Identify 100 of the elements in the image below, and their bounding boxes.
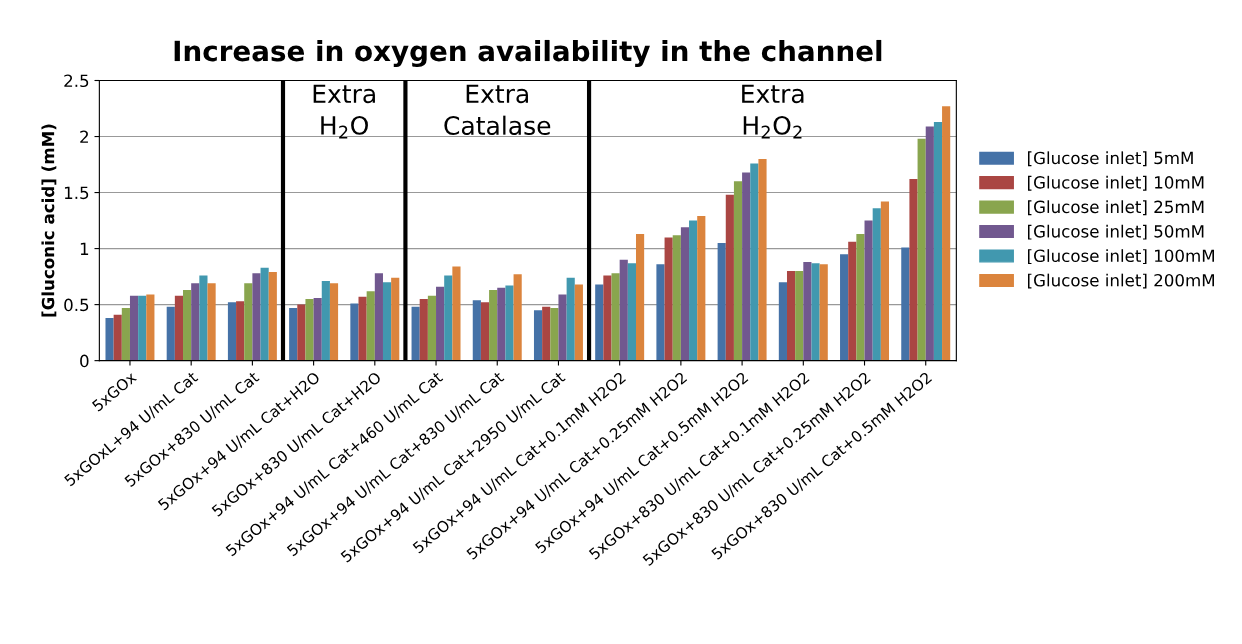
y-tick-label: 0.5 [64, 298, 89, 312]
bar [595, 284, 604, 361]
bar [146, 294, 155, 361]
bar [505, 285, 514, 361]
bar [795, 271, 804, 361]
legend-label: [Glucose inlet] 5mM [1028, 151, 1193, 167]
bar [758, 158, 767, 361]
legend-label: [Glucose inlet] 50mM [1028, 224, 1204, 240]
chart-title: Increase in oxygen availability in the channel [174, 39, 882, 68]
bar [436, 286, 445, 361]
y-axis-title: [Gluconic acid] (mM) [41, 124, 57, 317]
bar [917, 138, 926, 361]
bar [411, 306, 420, 361]
bar [183, 290, 192, 361]
bar [297, 304, 306, 361]
bar [542, 306, 551, 361]
bar [166, 306, 175, 361]
legend-label: [Glucose inlet] 200mM [1028, 273, 1214, 289]
bar [933, 121, 943, 361]
y-tick-label: 1.5 [64, 186, 89, 200]
bar [244, 283, 253, 361]
annotation: Extra H$_{2}$O$_{2}$ [742, 84, 804, 139]
bar [199, 275, 208, 361]
bar [925, 126, 934, 361]
bar [329, 283, 339, 361]
legend-label: [Glucose inlet] 10mM [1028, 175, 1204, 191]
bar [778, 282, 787, 361]
bar [374, 273, 383, 361]
bar [725, 194, 734, 361]
bar [497, 287, 506, 361]
bar [901, 247, 910, 361]
bar [472, 300, 481, 361]
bar [350, 303, 359, 361]
bar [391, 277, 400, 361]
bar [611, 273, 620, 361]
bar [811, 263, 820, 361]
y-tick-label: 2 [80, 130, 88, 143]
annotation: Extra Catalase [444, 84, 551, 136]
bar [619, 259, 628, 361]
bar [113, 314, 122, 361]
y-tick-label: 2.5 [64, 74, 89, 88]
bar [627, 263, 636, 361]
bar [840, 254, 849, 361]
bar [872, 208, 881, 361]
bar [742, 172, 751, 361]
bar [786, 271, 796, 361]
bar [909, 179, 918, 361]
bar [656, 264, 665, 361]
annotation: Extra H$_{2}$O [313, 84, 375, 139]
bar [444, 275, 453, 361]
bar [856, 234, 865, 361]
bar [480, 302, 490, 361]
bar [635, 234, 645, 361]
bar [717, 242, 726, 361]
bar [452, 266, 461, 361]
bar [558, 294, 567, 361]
bar [848, 241, 857, 361]
bar [513, 274, 522, 361]
bar [427, 295, 437, 361]
bar [305, 299, 314, 361]
bar [174, 295, 184, 361]
bar [672, 235, 681, 361]
bar [268, 272, 277, 361]
bar [733, 181, 743, 361]
bar [382, 282, 392, 361]
bar [321, 281, 330, 361]
bar [803, 262, 812, 361]
bar [121, 307, 130, 361]
bar [129, 295, 139, 361]
legend-label: [Glucose inlet] 25mM [1028, 200, 1204, 216]
bar [358, 296, 367, 361]
bar [819, 264, 828, 361]
bar [603, 275, 612, 361]
bar [260, 267, 269, 361]
bar [313, 297, 322, 361]
bar [533, 310, 543, 361]
bar [689, 220, 698, 361]
bar [105, 318, 114, 361]
bar [550, 307, 559, 361]
bar [252, 273, 261, 361]
bar [138, 295, 147, 361]
bar [227, 302, 237, 361]
bar [864, 220, 873, 361]
y-tick-label: 1 [80, 242, 89, 255]
bar [566, 277, 575, 361]
bar [574, 284, 583, 361]
bar [236, 301, 245, 361]
bar [489, 290, 498, 361]
bar [207, 283, 216, 361]
bar [697, 216, 706, 361]
bar [366, 291, 375, 361]
bar [680, 227, 690, 361]
bar [942, 106, 951, 361]
bar [664, 237, 673, 361]
bar [419, 299, 428, 361]
bar [750, 163, 759, 361]
legend-label: [Glucose inlet] 100mM [1028, 249, 1214, 265]
bar [191, 283, 200, 361]
bar [880, 201, 890, 361]
y-tick-label: 0 [80, 354, 89, 368]
